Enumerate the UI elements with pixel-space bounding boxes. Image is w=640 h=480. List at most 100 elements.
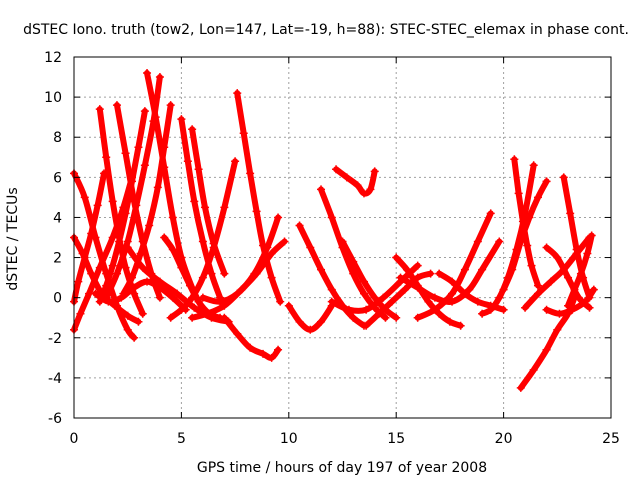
data-point — [168, 213, 177, 222]
data-point — [495, 293, 504, 302]
data-point — [413, 283, 422, 292]
data-point — [185, 281, 194, 290]
data-point — [359, 289, 368, 298]
series-27 — [392, 253, 465, 330]
data-point — [117, 293, 126, 302]
data-point — [413, 261, 422, 270]
data-point — [190, 197, 199, 206]
series-11 — [188, 125, 229, 278]
data-point — [115, 237, 124, 246]
y-tick-label: -2 — [48, 331, 62, 347]
data-point — [112, 269, 121, 278]
data-point — [188, 313, 197, 322]
data-point — [542, 177, 551, 186]
data-point — [460, 265, 469, 274]
data-point — [76, 309, 85, 318]
data-point — [267, 353, 276, 362]
data-point — [246, 169, 255, 178]
data-point — [194, 165, 203, 174]
data-point — [130, 333, 139, 342]
data-point — [306, 243, 315, 252]
data-point — [267, 249, 276, 258]
data-point — [473, 237, 482, 246]
data-point — [400, 285, 409, 294]
series-28 — [413, 209, 495, 322]
data-point — [181, 305, 190, 314]
data-point — [478, 265, 487, 274]
data-point — [295, 221, 304, 230]
series-17 — [198, 213, 283, 306]
data-point — [572, 245, 581, 254]
data-point — [317, 185, 326, 194]
data-point — [566, 209, 575, 218]
series-10 — [177, 115, 225, 302]
data-point — [510, 155, 519, 164]
data-point — [130, 283, 139, 292]
y-tick-label: 2 — [53, 251, 62, 267]
data-point — [448, 277, 457, 286]
data-point — [508, 265, 517, 274]
data-point — [155, 277, 164, 286]
data-point — [460, 289, 469, 298]
data-point — [362, 305, 371, 314]
data-point — [276, 297, 285, 306]
plot-frame — [73, 56, 612, 419]
data-point — [448, 289, 457, 298]
data-point — [220, 269, 229, 278]
data-point — [332, 165, 341, 174]
series-trace — [414, 210, 494, 321]
x-tick-label: 0 — [70, 431, 79, 447]
data-point — [233, 329, 242, 338]
data-point — [188, 293, 197, 302]
data-point — [123, 325, 132, 334]
data-point — [194, 297, 203, 306]
data-point — [542, 305, 551, 314]
data-point — [344, 305, 353, 314]
data-point — [177, 263, 186, 272]
data-point — [553, 325, 562, 334]
data-point — [134, 143, 143, 152]
data-point — [127, 177, 136, 186]
data-point — [533, 193, 542, 202]
data-point — [121, 209, 130, 218]
data-point — [456, 321, 465, 330]
data-point — [108, 261, 117, 270]
data-point — [589, 285, 598, 294]
data-point — [233, 289, 242, 298]
x-tick-label: 25 — [602, 431, 620, 447]
y-tick-label: 12 — [44, 50, 62, 66]
series-15 — [220, 313, 283, 362]
data-point — [583, 249, 592, 258]
data-point — [327, 213, 336, 222]
data-point — [521, 303, 530, 312]
y-axis: -6 -4 -2 0 2 4 6 8 10 12 — [44, 50, 611, 427]
series-22 — [332, 165, 379, 198]
series-trace — [500, 178, 550, 293]
y-tick-label: 8 — [53, 130, 62, 146]
data-point — [430, 293, 439, 302]
data-point — [166, 101, 175, 110]
series-29 — [396, 237, 504, 306]
y-tick-label: 0 — [53, 291, 62, 307]
data-point — [104, 297, 113, 306]
data-point — [381, 313, 390, 322]
data-point — [568, 305, 577, 314]
data-point — [267, 273, 276, 282]
data-point — [542, 345, 551, 354]
data-point — [80, 193, 89, 202]
data-point — [121, 149, 130, 158]
data-point — [379, 293, 388, 302]
data-point — [555, 309, 564, 318]
data-point — [138, 263, 147, 272]
y-axis-label: dSTEC / TECUs — [5, 187, 21, 290]
data-point — [574, 293, 583, 302]
data-point — [564, 273, 573, 282]
data-point — [112, 101, 121, 110]
data-point — [426, 269, 435, 278]
data-point — [231, 157, 240, 166]
data-point — [370, 293, 379, 302]
data-point — [317, 317, 326, 326]
data-point — [570, 285, 579, 294]
data-point — [166, 313, 175, 322]
